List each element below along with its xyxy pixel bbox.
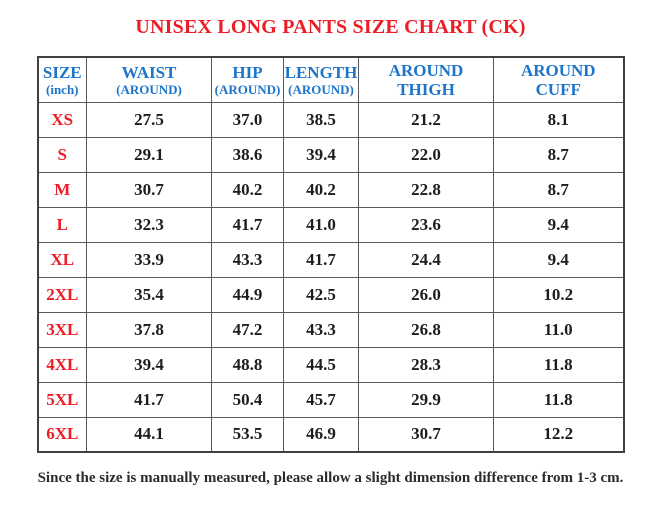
measurement-value: 40.2 <box>211 171 284 208</box>
measurement-value: 8.7 <box>493 171 624 208</box>
table-row: 5XL 41.7 50.4 45.7 29.9 11.8 <box>37 381 624 418</box>
column-header-hip: HIP (AROUND) <box>211 56 284 103</box>
size-label: 6XL <box>37 416 87 453</box>
measurement-value: 26.0 <box>358 276 494 313</box>
measurement-value: 45.7 <box>283 381 359 418</box>
table-header: SIZE (inch) WAIST (AROUND) HIP (AROUND) … <box>37 56 624 103</box>
measurement-value: 33.9 <box>86 241 212 278</box>
size-chart-page: UNISEX LONG PANTS SIZE CHART (CK) SIZE (… <box>0 14 661 524</box>
table-row: L 32.3 41.7 41.0 23.6 9.4 <box>37 206 624 243</box>
measurement-value: 41.7 <box>283 241 359 278</box>
column-header-label: AROUND <box>388 60 464 80</box>
measurement-value: 26.8 <box>358 311 494 348</box>
column-header-size: SIZE (inch) <box>37 56 87 103</box>
measurement-value: 41.7 <box>86 381 212 418</box>
table-row: 2XL 35.4 44.9 42.5 26.0 10.2 <box>37 276 624 313</box>
size-label: 4XL <box>37 346 87 383</box>
page-title: UNISEX LONG PANTS SIZE CHART (CK) <box>135 16 526 38</box>
measurement-value: 24.4 <box>358 241 494 278</box>
measurement-value: 32.3 <box>86 206 212 243</box>
table-row: S 29.1 38.6 39.4 22.0 8.7 <box>37 136 624 173</box>
measurement-value: 22.8 <box>358 171 494 208</box>
measurement-value: 43.3 <box>211 241 284 278</box>
column-header-label: WAIST <box>121 62 177 82</box>
measurement-value: 29.9 <box>358 381 494 418</box>
column-header-label: LENGTH <box>284 62 358 82</box>
table-row: M 30.7 40.2 40.2 22.8 8.7 <box>37 171 624 208</box>
size-chart-table: SIZE (inch) WAIST (AROUND) HIP (AROUND) … <box>36 56 625 453</box>
column-header-sublabel: (AROUND) <box>116 81 182 97</box>
measurement-value: 37.8 <box>86 311 212 348</box>
column-header-label: AROUND <box>520 60 596 80</box>
measurement-value: 44.1 <box>86 416 212 453</box>
measurement-value: 23.6 <box>358 206 494 243</box>
column-header-around-cuff: AROUND CUFF <box>493 56 624 103</box>
column-header-waist: WAIST (AROUND) <box>86 56 212 103</box>
measurement-value: 42.5 <box>283 276 359 313</box>
size-label: S <box>37 136 87 173</box>
table-row: XL 33.9 43.3 41.7 24.4 9.4 <box>37 241 624 278</box>
size-label: M <box>37 171 87 208</box>
measurement-value: 35.4 <box>86 276 212 313</box>
measurement-value: 8.7 <box>493 136 624 173</box>
measurement-value: 46.9 <box>283 416 359 453</box>
table-row: 4XL 39.4 48.8 44.5 28.3 11.8 <box>37 346 624 383</box>
measurement-value: 44.5 <box>283 346 359 383</box>
measurement-value: 30.7 <box>86 171 212 208</box>
column-header-sublabel: (AROUND) <box>214 81 281 97</box>
measurement-value: 11.0 <box>493 311 624 348</box>
measurement-value: 37.0 <box>211 101 284 138</box>
measurement-value: 41.0 <box>283 206 359 243</box>
table-row: 3XL 37.8 47.2 43.3 26.8 11.0 <box>37 311 624 348</box>
measurement-value: 9.4 <box>493 241 624 278</box>
size-label: 5XL <box>37 381 87 418</box>
measurement-value: 22.0 <box>358 136 494 173</box>
size-label: 2XL <box>37 276 87 313</box>
column-header-label: CUFF <box>535 79 581 99</box>
measurement-value: 39.4 <box>86 346 212 383</box>
column-header-label: THIGH <box>397 79 455 99</box>
measurement-value: 10.2 <box>493 276 624 313</box>
column-header-sublabel: (AROUND) <box>288 81 354 97</box>
column-header-length: LENGTH (AROUND) <box>283 56 359 103</box>
measurement-value: 21.2 <box>358 101 494 138</box>
table-row: XS 27.5 37.0 38.5 21.2 8.1 <box>37 101 624 138</box>
measurement-value: 47.2 <box>211 311 284 348</box>
size-label: L <box>37 206 87 243</box>
size-label: XL <box>37 241 87 278</box>
header-row: SIZE (inch) WAIST (AROUND) HIP (AROUND) … <box>37 56 624 103</box>
measurement-value: 9.4 <box>493 206 624 243</box>
measurement-value: 28.3 <box>358 346 494 383</box>
measurement-value: 11.8 <box>493 346 624 383</box>
column-header-label: HIP <box>232 62 263 82</box>
size-label: XS <box>37 101 87 138</box>
size-label: 3XL <box>37 311 87 348</box>
measurement-value: 39.4 <box>283 136 359 173</box>
measurement-value: 41.7 <box>211 206 284 243</box>
measurement-value: 38.6 <box>211 136 284 173</box>
column-header-sublabel: (inch) <box>46 81 79 97</box>
measurement-value: 53.5 <box>211 416 284 453</box>
column-header-around-thigh: AROUND THIGH <box>358 56 494 103</box>
size-table-body: XS 27.5 37.0 38.5 21.2 8.1 S 29.1 38.6 39.4 22.0 8.… <box>37 101 624 453</box>
measurement-value: 27.5 <box>86 101 212 138</box>
measurement-value: 40.2 <box>283 171 359 208</box>
measurement-value: 8.1 <box>493 101 624 138</box>
measurement-value: 11.8 <box>493 381 624 418</box>
measurement-value: 44.9 <box>211 276 284 313</box>
measurement-value: 43.3 <box>283 311 359 348</box>
measurement-value: 12.2 <box>493 416 624 453</box>
column-header-label: SIZE <box>42 62 82 82</box>
measurement-value: 29.1 <box>86 136 212 173</box>
measurement-value: 48.8 <box>211 346 284 383</box>
measurement-value: 30.7 <box>358 416 494 453</box>
footnote: Since the size is manually measured, ple… <box>37 470 624 486</box>
table-row: 6XL 44.1 53.5 46.9 30.7 12.2 <box>37 416 624 453</box>
measurement-value: 50.4 <box>211 381 284 418</box>
measurement-value: 38.5 <box>283 101 359 138</box>
